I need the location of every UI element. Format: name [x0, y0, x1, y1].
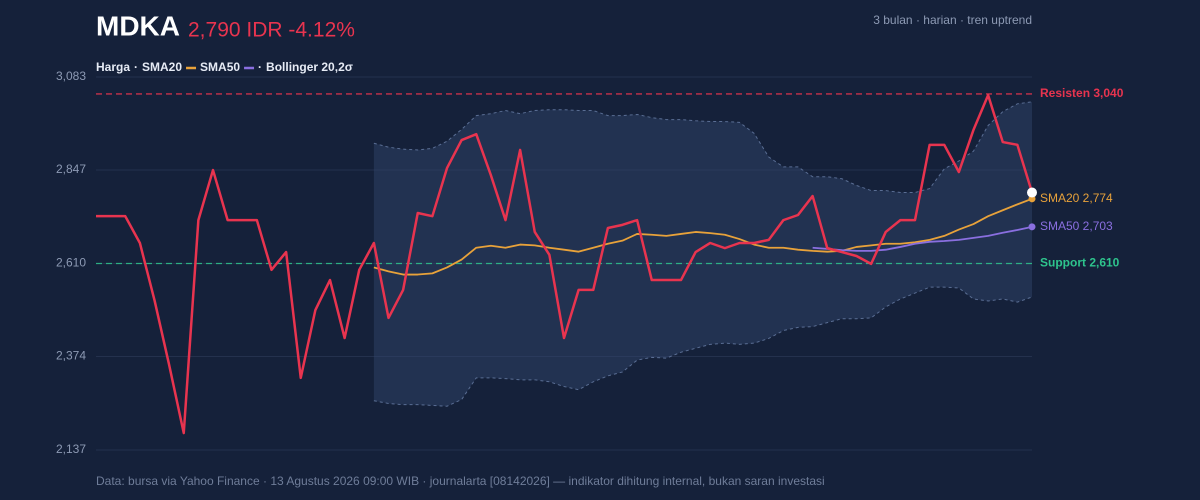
chart-title: MDKA — [96, 10, 180, 41]
series-line — [373, 197, 1033, 276]
bollinger-fill — [373, 101, 1032, 407]
y-tick-label: 2,847 — [56, 162, 86, 176]
subtitle: 3 bulan · harian · tren uptrend — [873, 13, 1032, 27]
end-dot — [1028, 223, 1036, 231]
legend-separator: · — [134, 60, 138, 74]
legend: Harga · SMA20 SMA50 · Bollinger 20,2σ — [96, 60, 353, 74]
series-line — [96, 93, 1034, 435]
legend-label: SMA50 — [200, 60, 240, 74]
level-label: Resisten 3,040 — [1040, 86, 1124, 100]
end-label: SMA20 2,774 — [1040, 191, 1113, 205]
legend-label: SMA20 — [142, 60, 182, 74]
last-price-dot — [1027, 187, 1037, 198]
y-tick-label: 2,137 — [56, 442, 86, 456]
y-tick-label: 2,374 — [56, 349, 86, 363]
legend-separator: · — [258, 60, 262, 74]
bollinger-upper — [373, 101, 1033, 194]
footer: Data: bursa via Yahoo Finance · 13 Agust… — [96, 474, 825, 488]
series-line — [812, 225, 1033, 252]
y-tick-label: 2,610 — [56, 256, 86, 270]
level-label: Support 2,610 — [1040, 256, 1120, 270]
legend-label: Bollinger 20,2σ — [266, 60, 353, 74]
y-tick-label: 3,083 — [56, 69, 86, 83]
legend-label: Harga — [96, 60, 130, 74]
price-label: 2,790 IDR -4.12% — [188, 19, 355, 42]
end-label: SMA50 2,703 — [1040, 219, 1113, 233]
